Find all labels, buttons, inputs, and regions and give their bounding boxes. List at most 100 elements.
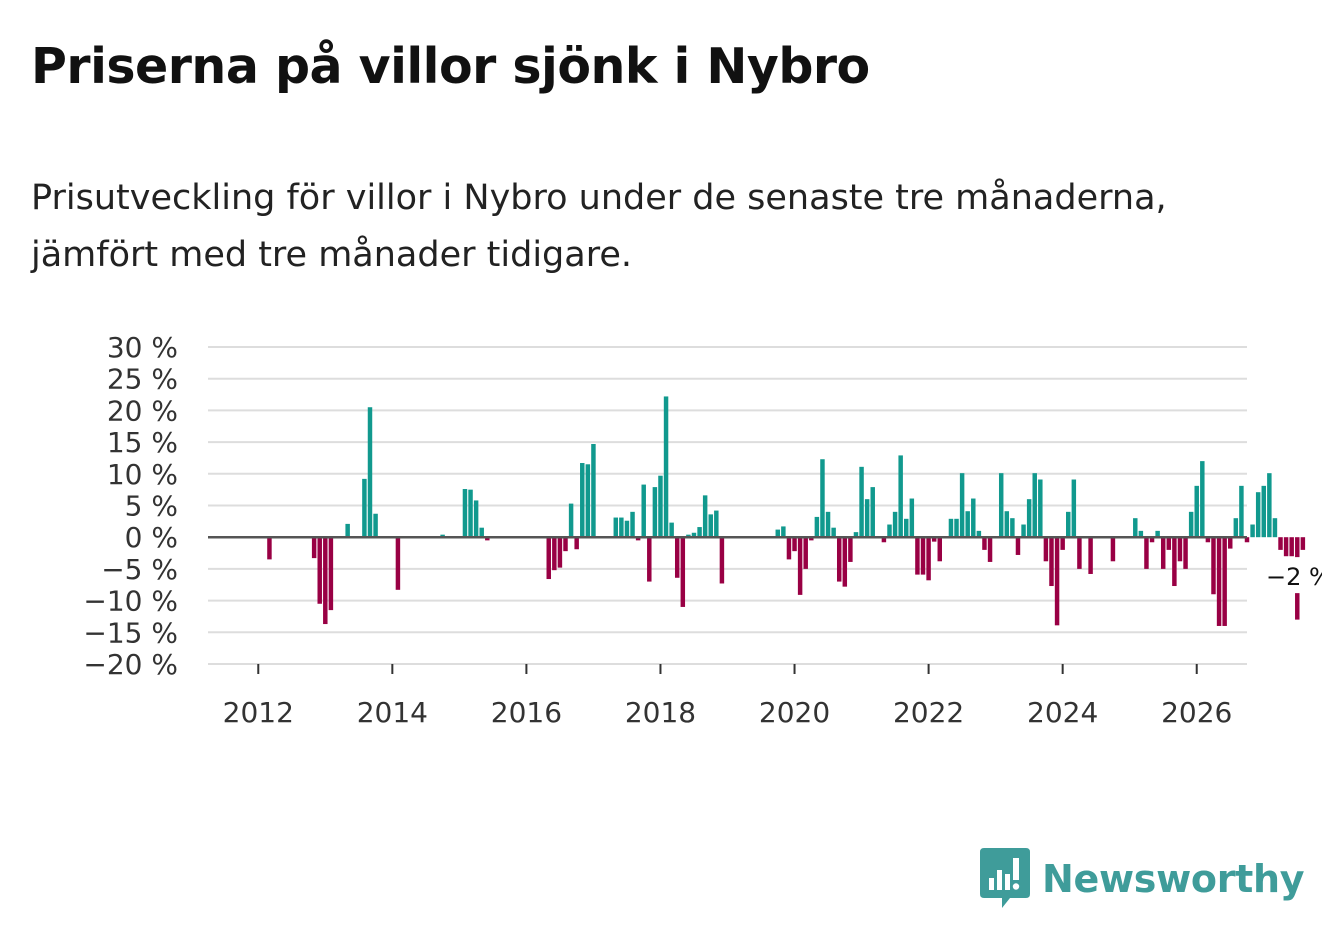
bar: [708, 514, 713, 538]
bar: [1194, 485, 1199, 538]
bar: [585, 464, 591, 538]
bar: [440, 534, 445, 538]
bar: [937, 537, 942, 562]
bar: [669, 522, 674, 538]
bar: [853, 532, 859, 538]
bar: [859, 466, 864, 538]
bar: [1233, 518, 1239, 538]
bar: [1283, 537, 1289, 557]
bar: [479, 527, 484, 538]
bar: [1054, 537, 1060, 626]
bar: [1133, 518, 1138, 538]
last-value-box: [1256, 557, 1322, 594]
bar: [1183, 537, 1188, 569]
bar: [641, 484, 646, 538]
bar: [362, 478, 367, 538]
bar: [797, 537, 803, 595]
bar: [1049, 537, 1054, 587]
y-tick-label: 20 %: [107, 394, 178, 427]
bar: [1261, 485, 1266, 538]
y-tick-label: 10 %: [107, 458, 178, 491]
bar: [1021, 524, 1026, 538]
chart-title: Priserna på villor sjönk i Nybro: [31, 38, 870, 95]
bar: [1239, 485, 1244, 538]
bar: [686, 534, 691, 538]
bar: [1160, 537, 1166, 569]
x-tick-label: 2018: [625, 696, 696, 729]
bar: [652, 487, 658, 538]
y-tick-label: 0 %: [125, 521, 178, 554]
y-tick-label: 25 %: [107, 363, 178, 396]
bar: [1071, 479, 1077, 538]
bar: [719, 537, 725, 584]
bar: [836, 537, 842, 582]
bar: [663, 396, 669, 538]
bar: [792, 537, 797, 552]
bar: [473, 500, 479, 538]
bar: [1244, 537, 1250, 543]
bar: [1060, 537, 1065, 550]
brand-name: Newsworthy: [1042, 857, 1305, 901]
y-tick-label: 30 %: [107, 331, 178, 364]
bar: [803, 537, 808, 569]
bar: [931, 537, 937, 542]
bar: [630, 511, 635, 538]
bar: [591, 444, 596, 538]
bar: [1289, 537, 1294, 557]
x-tick-label: 2012: [223, 696, 294, 729]
bar: [680, 537, 686, 607]
bar: [1278, 537, 1283, 550]
x-tick-label: 2024: [1027, 696, 1098, 729]
bar: [658, 475, 663, 538]
bar: [1255, 492, 1261, 538]
bar-chart: 30 %25 %20 %15 %10 %5 %0 %−5 %−10 %−15 %…: [83, 331, 1322, 729]
y-axis: 30 %25 %20 %15 %10 %5 %0 %−5 %−10 %−15 %…: [83, 331, 178, 681]
bar: [781, 526, 786, 538]
bar: [702, 495, 708, 538]
bar: [775, 529, 781, 538]
bar: [1250, 524, 1255, 538]
bar: [1216, 537, 1222, 626]
bar: [1222, 537, 1227, 626]
y-tick-label: −15 %: [83, 616, 178, 649]
bar: [674, 537, 680, 578]
bar: [395, 537, 401, 590]
bar-series: [267, 396, 1306, 626]
bar: [1026, 499, 1032, 538]
bar: [647, 537, 652, 582]
bar: [697, 527, 702, 538]
y-tick-label: −20 %: [83, 648, 178, 681]
bar: [714, 510, 719, 538]
bar: [820, 459, 825, 538]
bar: [546, 537, 551, 580]
bar: [1004, 511, 1010, 538]
bar: [317, 537, 322, 604]
bar: [1155, 530, 1160, 538]
bar: [1188, 511, 1194, 538]
bar: [1010, 518, 1015, 538]
bar: [1015, 537, 1021, 555]
bar: [786, 537, 792, 560]
brand-logo: Newsworthy: [980, 848, 1305, 910]
bar: [1200, 461, 1205, 538]
bar: [848, 537, 853, 562]
bar: [814, 516, 820, 538]
bar: [468, 489, 473, 538]
bar: [552, 537, 557, 571]
bar: [568, 503, 574, 538]
bar: [1300, 537, 1306, 550]
bar: [1172, 537, 1177, 587]
bar: [1228, 537, 1233, 549]
bar: [613, 517, 619, 538]
bar: [920, 537, 926, 575]
bar: [1272, 518, 1278, 538]
bar: [965, 511, 970, 538]
bar: [809, 537, 814, 541]
bar: [887, 524, 892, 538]
bar: [691, 532, 697, 538]
newsworthy-logo-icon: [980, 848, 1030, 908]
bar: [1211, 537, 1216, 595]
bar: [1177, 537, 1183, 562]
y-tick-label: 15 %: [107, 426, 178, 459]
bar: [842, 537, 848, 587]
